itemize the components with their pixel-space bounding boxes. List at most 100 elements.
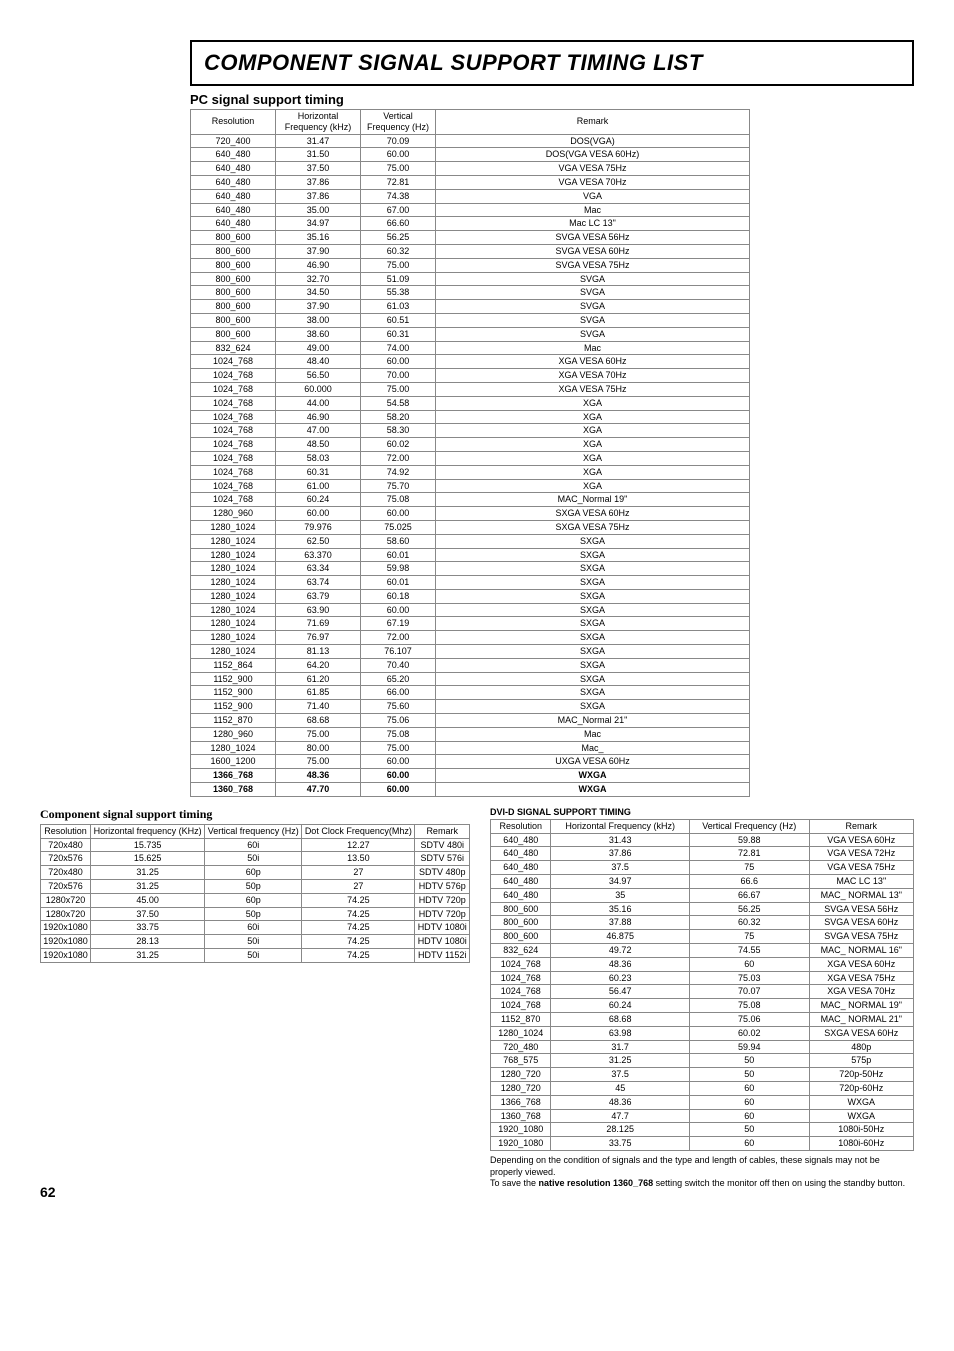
table-cell: SXGA VESA 75Hz	[436, 520, 750, 534]
table-cell: 63.90	[276, 603, 361, 617]
table-cell: 1152_900	[191, 700, 276, 714]
table-cell: 80.00	[276, 741, 361, 755]
table-cell: 1080i-50Hz	[809, 1123, 913, 1137]
table-row: 1280x72037.5050p74.25HDTV 720p	[41, 907, 470, 921]
table-header: Resolution	[491, 819, 551, 833]
table-cell: 1280_1024	[191, 617, 276, 631]
table-cell: 68.68	[551, 1013, 689, 1027]
table-cell: 35.16	[276, 231, 361, 245]
table-cell: 37.86	[276, 175, 361, 189]
table-row: 1024_76856.4770.07XGA VESA 70Hz	[491, 985, 914, 999]
table-cell: SVGA	[436, 300, 750, 314]
table-cell: 60i	[205, 838, 302, 852]
table-cell: 27	[302, 880, 415, 894]
table-row: 640_48034.9766.6MAC LC 13"	[491, 875, 914, 889]
table-row: 640_4803566.67MAC_ NORMAL 13"	[491, 888, 914, 902]
table-row: 1280_102481.1376.107SXGA	[191, 645, 750, 659]
table-cell: SVGA	[436, 286, 750, 300]
table-cell: 32.70	[276, 272, 361, 286]
table-cell: UXGA VESA 60Hz	[436, 755, 750, 769]
table-row: 1152_87068.6875.06MAC_ NORMAL 21"	[491, 1013, 914, 1027]
table-cell: 60p	[205, 893, 302, 907]
table-row: 1024_76848.3660XGA VESA 60Hz	[491, 957, 914, 971]
table-row: 1024_76847.0058.30XGA	[191, 424, 750, 438]
table-cell: VGA VESA 60Hz	[809, 833, 913, 847]
table-cell: 1360_768	[491, 1109, 551, 1123]
table-cell: 48.40	[276, 355, 361, 369]
table-cell: 1024_768	[491, 985, 551, 999]
table-cell: 34.97	[551, 875, 689, 889]
table-row: 1280_102462.5058.60SXGA	[191, 534, 750, 548]
table-cell: 720p-60Hz	[809, 1081, 913, 1095]
pc-signal-table: ResolutionHorizontal Frequency (kHz)Vert…	[190, 109, 750, 797]
table-cell: 72.00	[361, 451, 436, 465]
table-cell: 47.7	[551, 1109, 689, 1123]
table-cell: Mac	[436, 341, 750, 355]
table-row: 1280_102463.7460.01SXGA	[191, 576, 750, 590]
table-cell: 75.00	[276, 755, 361, 769]
table-cell: 45	[551, 1081, 689, 1095]
table-cell: 74.92	[361, 465, 436, 479]
table-cell: 45.00	[91, 893, 205, 907]
table-cell: 1024_768	[191, 382, 276, 396]
table-cell: 60.02	[361, 438, 436, 452]
table-row: 1024_76860.2375.03XGA VESA 75Hz	[491, 971, 914, 985]
table-cell: MAC_ NORMAL 13"	[809, 888, 913, 902]
table-cell: 56.25	[689, 902, 809, 916]
table-row: 1152_90061.8566.00SXGA	[191, 686, 750, 700]
table-cell: 48.50	[276, 438, 361, 452]
table-cell: 768_575	[491, 1054, 551, 1068]
table-header: Horizontal frequency (KHz)	[91, 824, 205, 838]
table-cell: SXGA	[436, 631, 750, 645]
table-row: 1280_102480.0075.00Mac_	[191, 741, 750, 755]
table-cell: 31.47	[276, 134, 361, 148]
table-cell: 59.94	[689, 1040, 809, 1054]
table-cell: 72.00	[361, 631, 436, 645]
table-row: 1152_90061.2065.20SXGA	[191, 672, 750, 686]
table-header: Remark	[436, 110, 750, 135]
table-cell: 70.09	[361, 134, 436, 148]
table-cell: 575p	[809, 1054, 913, 1068]
table-cell: 31.25	[91, 866, 205, 880]
table-cell: 1280_1024	[191, 562, 276, 576]
table-cell: 1280_1024	[491, 1026, 551, 1040]
table-cell: 1280_720	[491, 1068, 551, 1082]
table-cell: XGA	[436, 479, 750, 493]
table-cell: HDTV 1080i	[415, 935, 470, 949]
table-cell: 75.08	[361, 493, 436, 507]
table-cell: 46.90	[276, 410, 361, 424]
table-cell: 67.00	[361, 203, 436, 217]
table-cell: 75.025	[361, 520, 436, 534]
table-cell: HDTV 720p	[415, 907, 470, 921]
footnote-line2a: To save the	[490, 1178, 539, 1188]
table-cell: 1280_1024	[191, 548, 276, 562]
table-cell: 720x480	[41, 866, 91, 880]
table-cell: 37.86	[551, 847, 689, 861]
table-row: 640_48035.0067.00Mac	[191, 203, 750, 217]
footnote-line2b: setting switch the monitor off then on u…	[653, 1178, 905, 1188]
table-cell: 28.13	[91, 935, 205, 949]
table-row: 1280_102463.3459.98SXGA	[191, 562, 750, 576]
table-cell: XGA VESA 70Hz	[436, 369, 750, 383]
table-cell: 60.32	[689, 916, 809, 930]
table-cell: 640_480	[491, 847, 551, 861]
table-cell: 60.00	[361, 783, 436, 797]
table-cell: 60.32	[361, 244, 436, 258]
table-cell: 60.24	[276, 493, 361, 507]
table-cell: 640_480	[191, 203, 276, 217]
table-cell: 60	[689, 957, 809, 971]
table-cell: 640_480	[491, 875, 551, 889]
table-cell: 1280_1024	[191, 520, 276, 534]
table-row: 1920x108033.7560i74.25HDTV 1080i	[41, 921, 470, 935]
table-cell: 50i	[205, 852, 302, 866]
dvi-signal-table: ResolutionHorizontal Frequency (kHz)Vert…	[490, 819, 914, 1151]
table-cell: 75.00	[361, 382, 436, 396]
table-cell: 58.30	[361, 424, 436, 438]
table-cell: 1024_768	[191, 465, 276, 479]
table-cell: 640_480	[191, 148, 276, 162]
table-cell: 56.47	[551, 985, 689, 999]
table-cell: 49.00	[276, 341, 361, 355]
table-row: 832_62449.0074.00Mac	[191, 341, 750, 355]
table-cell: 48.36	[551, 957, 689, 971]
table-cell: XGA VESA 60Hz	[809, 957, 913, 971]
